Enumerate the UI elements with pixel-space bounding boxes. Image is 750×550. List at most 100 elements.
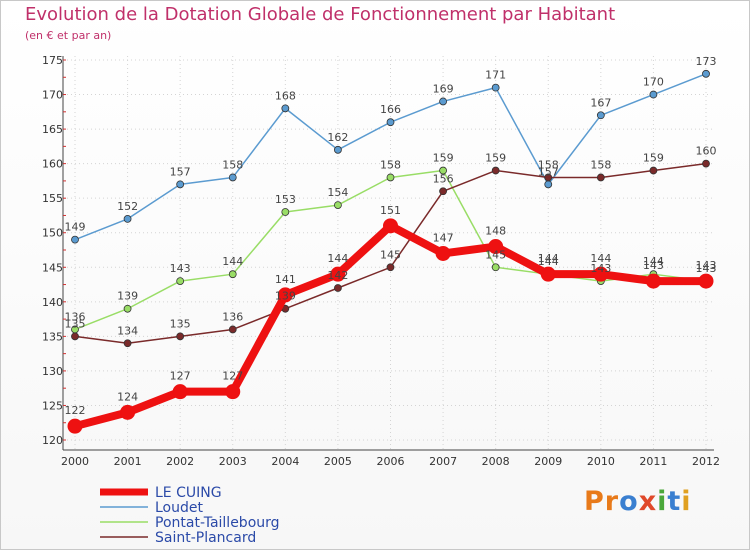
y-tick-label: 125	[42, 399, 63, 412]
data-label-pontat-taillebourg: 144	[643, 255, 664, 268]
point-saint-plancard	[71, 332, 79, 341]
logo-letter: t	[667, 486, 682, 517]
data-label-le-cuing: 124	[117, 390, 138, 403]
logo-letter: r	[604, 486, 620, 517]
point-saint-plancard	[123, 339, 132, 348]
point-saint-plancard	[702, 159, 710, 168]
point-loudet	[334, 145, 342, 154]
legend-label-pontat-taillebourg: Pontat-Taillebourg	[155, 515, 280, 531]
data-label-le-cuing: 143	[643, 259, 664, 272]
chart-subtitle: (en € et par an)	[25, 29, 112, 42]
data-label-loudet: 170	[643, 76, 664, 89]
data-label-pontat-taillebourg: 159	[433, 152, 454, 165]
data-label-pontat-taillebourg: 153	[275, 193, 296, 206]
point-loudet	[386, 118, 395, 127]
data-label-saint-plancard: 139	[275, 290, 296, 303]
data-label-le-cuing: 127	[222, 370, 243, 383]
data-label-loudet: 149	[65, 221, 86, 234]
data-label-le-cuing: 144	[538, 252, 559, 265]
point-le-cuing	[645, 273, 661, 289]
data-label-le-cuing: 148	[485, 225, 506, 238]
point-loudet	[596, 111, 605, 120]
point-le-cuing	[698, 273, 714, 289]
data-label-loudet: 157	[538, 165, 559, 178]
data-label-loudet: 152	[117, 200, 138, 213]
axes: 1201251301351401451501551601651701752000…	[42, 54, 720, 468]
legend-label-saint-plancard: Saint-Plancard	[155, 530, 256, 546]
data-label-saint-plancard: 156	[433, 172, 454, 185]
data-label-le-cuing: 144	[590, 252, 611, 265]
point-saint-plancard	[439, 187, 447, 196]
data-label-saint-plancard: 158	[538, 158, 559, 171]
x-tick-label: 2007	[429, 455, 457, 468]
y-tick-label: 145	[42, 261, 63, 274]
x-tick-label: 2002	[166, 455, 194, 468]
point-saint-plancard	[544, 173, 553, 182]
x-tick-label: 2011	[639, 455, 667, 468]
point-saint-plancard	[596, 173, 605, 182]
legend-label-le-cuing: LE CUING	[155, 485, 222, 501]
y-tick-label: 150	[42, 227, 63, 240]
point-loudet	[439, 97, 447, 106]
data-label-loudet: 171	[485, 69, 506, 82]
point-le-cuing	[330, 266, 346, 282]
data-label-saint-plancard: 136	[222, 310, 243, 323]
data-label-le-cuing: 143	[696, 259, 717, 272]
data-label-pontat-taillebourg: 145	[485, 248, 506, 261]
point-le-cuing	[435, 245, 451, 261]
point-le-cuing	[383, 218, 398, 234]
point-le-cuing	[225, 384, 241, 400]
data-label-le-cuing: 122	[65, 404, 86, 417]
y-tick-label: 140	[42, 296, 63, 309]
data-label-pontat-taillebourg: 143	[696, 262, 717, 275]
point-saint-plancard	[176, 332, 185, 341]
y-tick-label: 170	[42, 89, 63, 102]
data-labels: 1491521571581681621661691711571671701731…	[65, 55, 717, 417]
data-label-saint-plancard: 145	[380, 248, 401, 261]
point-saint-plancard	[491, 166, 500, 175]
point-pontat-taillebourg	[176, 277, 185, 285]
data-label-saint-plancard: 159	[485, 152, 506, 165]
point-saint-plancard	[334, 284, 342, 292]
point-pontat-taillebourg	[491, 263, 500, 272]
data-label-saint-plancard: 134	[117, 324, 138, 337]
point-le-cuing	[540, 266, 556, 282]
data-label-saint-plancard: 160	[696, 145, 717, 158]
data-label-pontat-taillebourg: 143	[170, 262, 191, 275]
y-tick-label: 120	[42, 434, 63, 447]
data-label-pontat-taillebourg: 154	[327, 186, 348, 199]
logo-letter: P	[584, 486, 605, 517]
x-tick-label: 2000	[61, 455, 89, 468]
point-pontat-taillebourg	[281, 208, 290, 216]
x-tick-label: 2012	[692, 455, 720, 468]
data-label-pontat-taillebourg: 139	[117, 290, 138, 303]
logo-letter: o	[619, 486, 639, 517]
series-lines	[67, 69, 714, 434]
data-label-le-cuing: 147	[433, 231, 454, 244]
proxiti-logo: Proxiti	[584, 486, 692, 517]
point-loudet	[491, 83, 500, 92]
data-label-loudet: 169	[433, 82, 454, 95]
data-label-loudet: 157	[170, 165, 191, 178]
point-loudet	[123, 215, 132, 223]
x-tick-label: 2008	[482, 455, 510, 468]
logo-letter: i	[681, 486, 692, 517]
data-label-saint-plancard: 135	[65, 317, 86, 330]
point-le-cuing	[488, 239, 504, 255]
data-label-le-cuing: 144	[327, 252, 348, 265]
point-pontat-taillebourg	[334, 201, 342, 209]
y-tick-label: 135	[42, 330, 63, 343]
point-loudet	[649, 90, 658, 99]
x-tick-label: 2003	[219, 455, 247, 468]
chart-title: Evolution de la Dotation Globale de Fonc…	[25, 4, 616, 25]
logo-letter: i	[657, 486, 668, 517]
data-label-saint-plancard: 142	[327, 269, 348, 282]
point-le-cuing	[172, 384, 188, 400]
point-pontat-taillebourg	[386, 173, 395, 182]
point-loudet	[71, 235, 79, 244]
data-label-loudet: 167	[590, 96, 611, 109]
point-le-cuing	[593, 266, 609, 282]
data-label-loudet: 166	[380, 103, 401, 116]
x-tick-label: 2009	[534, 455, 562, 468]
